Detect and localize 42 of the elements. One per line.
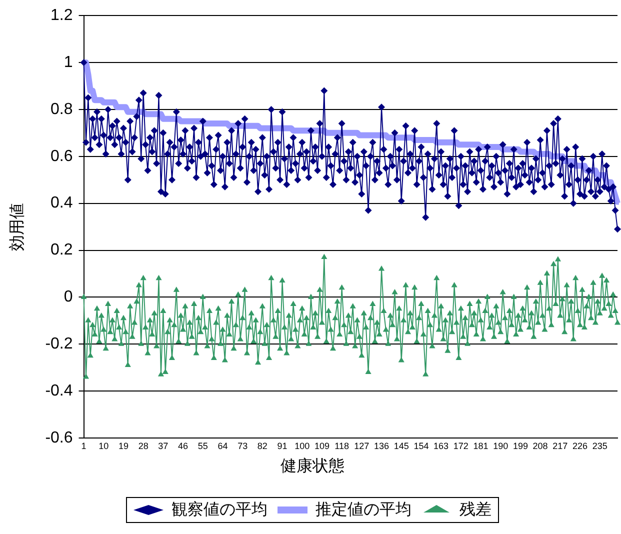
x-tick-label: 163 [434,440,449,451]
x-tick-label: 118 [334,440,349,451]
x-tick-label: 172 [453,440,468,451]
x-tick-label: 28 [138,440,148,451]
y-tick-label: -0.2 [45,336,73,353]
x-tick-label: 226 [572,440,588,451]
legend-label: 推定値の平均 [316,500,412,518]
x-tick-label: 181 [473,440,488,451]
x-tick-label: 100 [294,440,310,451]
x-tick-label: 19 [118,440,128,451]
x-tick-label: 37 [158,440,168,451]
x-tick-label: 208 [532,440,548,451]
y-tick-label: 0.4 [50,194,73,212]
x-tick-label: 109 [314,440,330,451]
x-tick-label: 154 [414,440,429,451]
y-axis-title: 効用値 [8,202,26,251]
y-tick-label: -0.6 [45,429,73,446]
y-tick-label: 0.6 [50,148,73,165]
x-tick-label: 127 [354,440,370,451]
x-axis-title: 健康状態 [280,457,344,476]
y-tick-label: 0.2 [50,242,73,259]
legend-label: 観察値の平均 [172,500,268,518]
x-tick-label: 217 [552,440,568,451]
x-tick-label: 145 [394,440,409,451]
y-tick-label: 0.8 [50,100,73,118]
x-tick-label: 190 [493,440,508,451]
x-tick-label: 1 [81,440,86,451]
y-tick-label: 1 [64,54,73,71]
legend-label: 残差 [460,500,492,518]
y-tick-label: 0 [64,288,73,306]
x-tick-label: 91 [277,440,288,451]
x-tick-label: 136 [374,440,390,451]
x-tick-label: 55 [198,440,208,451]
x-tick-label: 64 [218,440,228,451]
x-tick-label: 10 [98,440,109,451]
x-tick-label: 73 [238,440,248,451]
x-tick-label: 46 [178,440,188,451]
x-tick-label: 235 [592,440,608,451]
y-tick-label: 1.2 [50,7,73,24]
y-tick-label: -0.4 [45,382,73,400]
x-tick-label: 199 [512,440,528,451]
x-tick-label: 82 [257,440,268,451]
